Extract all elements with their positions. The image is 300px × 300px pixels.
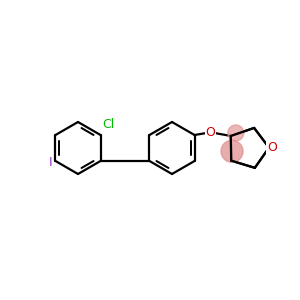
Text: O: O — [267, 141, 277, 154]
Text: O: O — [206, 127, 215, 140]
Text: I: I — [49, 155, 52, 169]
Circle shape — [228, 125, 244, 141]
Circle shape — [221, 140, 243, 162]
Text: O: O — [267, 141, 277, 154]
Text: Cl: Cl — [103, 118, 115, 131]
